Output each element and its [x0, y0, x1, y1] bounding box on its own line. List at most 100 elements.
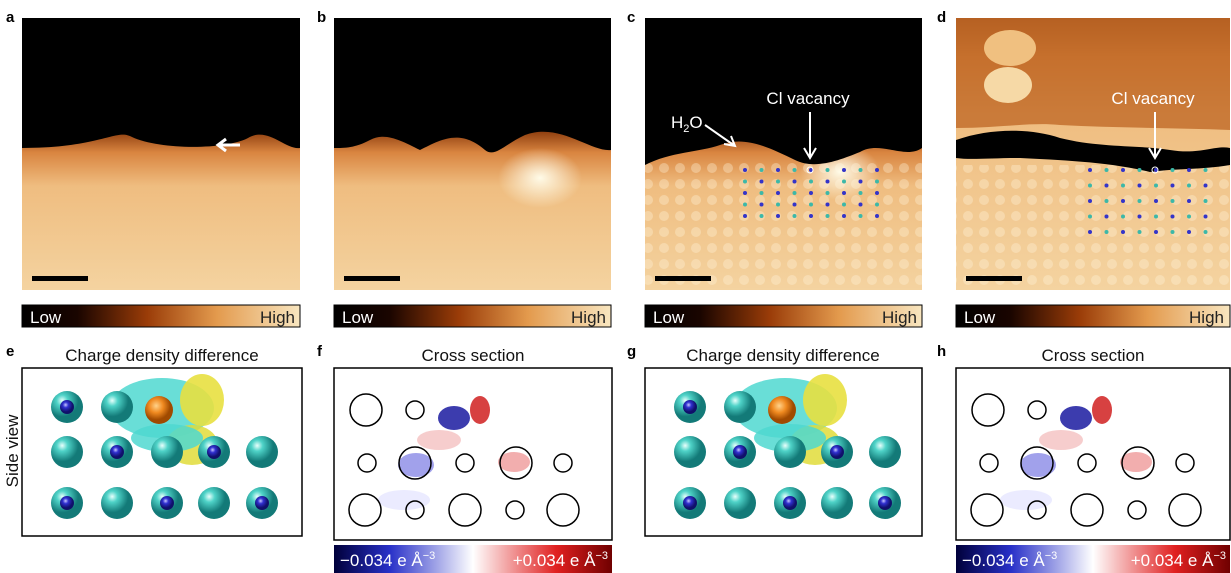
lattice-dot: [1121, 215, 1125, 219]
lattice-dot: [826, 203, 830, 207]
lattice-dot: [776, 203, 780, 207]
oxygen: [145, 396, 173, 424]
lattice-dot: [1187, 215, 1191, 219]
lattice-dot: [1154, 199, 1158, 203]
vacuum: [334, 18, 611, 152]
atom-core: [160, 496, 174, 510]
lattice-dot: [793, 203, 797, 207]
frame: [956, 368, 1230, 540]
lattice-dot: [1187, 184, 1191, 188]
lattice-dot: [1088, 199, 1092, 203]
page: {"top_panels": [ {"label": "a", "low": "…: [0, 0, 1231, 573]
lattice-dot: [793, 214, 797, 218]
atom-core: [878, 496, 892, 510]
density-blob: [470, 396, 490, 424]
atom-core: [733, 445, 747, 459]
density-blob: [1092, 396, 1112, 424]
vacuum: [22, 18, 300, 148]
lattice-dot: [826, 180, 830, 184]
lattice-dot: [809, 180, 813, 184]
atom: [198, 487, 230, 519]
atom: [724, 487, 756, 519]
lattice-dot: [1187, 199, 1191, 203]
atom: [774, 436, 806, 468]
lattice-dot: [1121, 230, 1125, 234]
panel-title: Charge density difference: [686, 346, 879, 365]
atom: [151, 436, 183, 468]
panel-label: a: [6, 9, 15, 26]
atom-core: [683, 400, 697, 414]
scale-bar: [32, 276, 88, 281]
lattice-dot: [1171, 230, 1175, 234]
lattice-dot: [1138, 199, 1142, 203]
lattice-dot: [743, 214, 747, 218]
high-label: High: [571, 308, 606, 327]
side-view-label: Side view: [3, 414, 22, 487]
lattice-dot: [1204, 215, 1208, 219]
lattice-dot: [809, 191, 813, 195]
lattice-dot: [826, 168, 830, 172]
lattice-dot: [1187, 168, 1191, 172]
vacancy-label: Cl vacancy: [766, 89, 850, 108]
panel-g: g Charge density difference: [627, 343, 922, 536]
high-label: High: [260, 308, 295, 327]
density-blob: [417, 430, 461, 450]
panel-h: h Cross section −0.034 e Å−3 +0.034 e Å−…: [937, 343, 1230, 573]
max-label: +0.034 e Å−3: [513, 550, 608, 570]
frame: [334, 368, 612, 540]
atom: [821, 487, 853, 519]
vacancy-label: Cl vacancy: [1111, 89, 1195, 108]
lattice-dot: [760, 203, 764, 207]
lattice-dot: [842, 168, 846, 172]
atom: [869, 436, 901, 468]
lattice-dot: [1204, 184, 1208, 188]
low-label: Low: [653, 308, 685, 327]
lattice-dot: [859, 191, 863, 195]
scale-bar: [344, 276, 400, 281]
lattice-dot: [842, 214, 846, 218]
lattice-dot: [1138, 184, 1142, 188]
panel-label: b: [317, 9, 326, 26]
colorbar: [645, 305, 922, 327]
density-blob: [378, 490, 430, 510]
lattice-dot: [776, 214, 780, 218]
lattice-dot: [809, 203, 813, 207]
lattice-dot: [776, 191, 780, 195]
panel-f: f Cross section −0.034 e Å−3 +0.034 e Å−…: [317, 343, 612, 573]
lattice-dot: [1187, 230, 1191, 234]
lattice-dot: [1121, 168, 1125, 172]
lattice: [645, 160, 922, 290]
panel-c: c H2O Cl vacancy Low High: [627, 9, 922, 327]
atom-core: [255, 496, 269, 510]
lattice-dot: [1121, 199, 1125, 203]
lattice-dot: [1138, 215, 1142, 219]
surface: [22, 130, 300, 290]
lattice-dot: [1138, 230, 1142, 234]
atom-core: [830, 445, 844, 459]
lattice-dot: [776, 180, 780, 184]
lattice-dot: [842, 203, 846, 207]
lattice-dot: [743, 203, 747, 207]
lattice-dot: [1154, 230, 1158, 234]
lattice-dot: [1138, 168, 1142, 172]
panel-a: a Low High: [6, 9, 300, 327]
lattice-dot: [1105, 168, 1109, 172]
lattice-dot: [1154, 215, 1158, 219]
lattice-dot: [1105, 230, 1109, 234]
density-blob: [1039, 430, 1083, 450]
blob: [984, 67, 1032, 103]
atom-core: [207, 445, 221, 459]
lattice-dot: [1171, 168, 1175, 172]
low-label: Low: [964, 308, 996, 327]
lattice-dot: [760, 191, 764, 195]
lattice-dot: [875, 203, 879, 207]
lattice-dot: [875, 168, 879, 172]
lattice-dot: [793, 191, 797, 195]
atom: [674, 436, 706, 468]
lattice-dot: [859, 180, 863, 184]
low-label: Low: [30, 308, 62, 327]
scale-bar: [655, 276, 711, 281]
lattice-dot: [1171, 199, 1175, 203]
colorbar: [334, 305, 611, 327]
panel-title: Charge density difference: [65, 346, 258, 365]
